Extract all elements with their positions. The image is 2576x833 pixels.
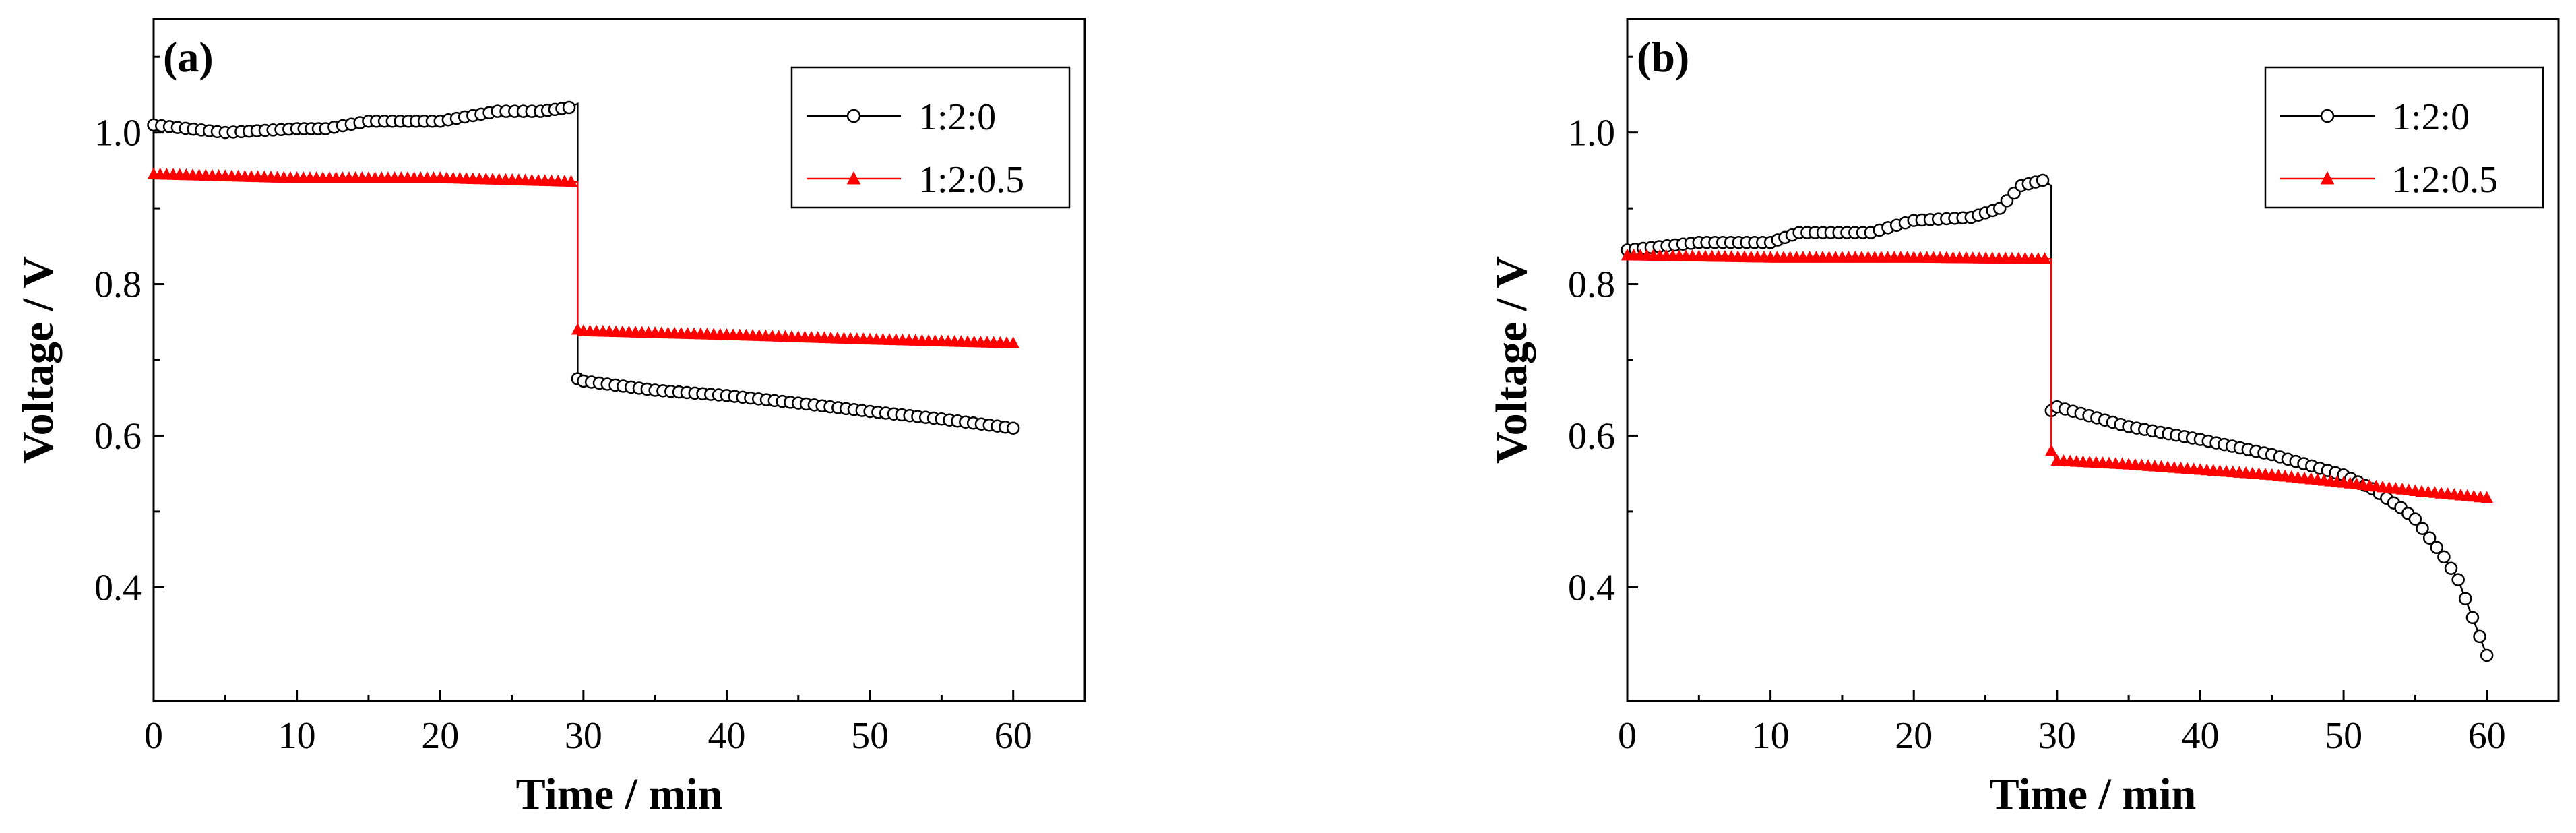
legend-frame [2264,66,2544,209]
legend-label: 1:2:0 [918,96,996,138]
data-point [2036,173,2050,187]
data-point [1007,336,1020,348]
series-line [1627,179,2488,656]
x-tick-label: 40 [2181,715,2219,757]
data-point [2459,592,2472,605]
data-point [2465,611,2480,625]
y-tick-label: 0.4 [94,567,142,609]
panel-label: (a) [163,33,214,81]
legend: 1:2:0 1:2:0.5 [790,66,1071,209]
legend-marker [846,171,861,185]
legend: 1:2:0 1:2:0.5 [2264,66,2544,209]
y-axis-label: Voltage / V [13,256,63,464]
y-tick-label: 1.0 [94,113,142,154]
data-point [2408,512,2422,526]
data-point [2480,491,2494,503]
data-point [2422,531,2437,545]
legend-label: 1:2:0.5 [918,159,1024,201]
data-point [1006,421,1020,435]
x-tick-label: 0 [1618,715,1637,757]
y-tick-label: 0.4 [1568,567,1615,609]
x-tick-label: 20 [1895,715,1933,757]
x-axis-label: Time / min [516,770,723,819]
legend-frame [790,66,1071,209]
data-point [2038,252,2051,264]
data-point [2473,629,2486,644]
data-point [2451,573,2465,586]
legend-label: 1:2:0.5 [2392,159,2498,201]
legend-marker [2320,109,2335,123]
chart-panel-b: 0 10 20 30 40 50 60 0.4 0.6 0.8 1.0 Time / min Volta… [1487,18,2560,819]
legend-marker [846,109,861,123]
y-tick-label: 0.8 [1568,264,1615,306]
x-tick-label: 60 [2468,715,2506,757]
x-axis-label: Time / min [1990,770,2197,819]
panel-label: (b) [1637,33,1689,81]
data-point [2416,522,2429,535]
series-1 [147,167,1020,348]
x-tick-label: 0 [144,715,163,757]
legend-marker [2320,171,2335,185]
y-tick-label: 0.8 [94,264,142,306]
y-tick-label: 0.6 [94,415,142,457]
series-1 [1621,248,2494,503]
data-point [2045,443,2058,456]
x-tick-label: 50 [851,715,889,757]
data-point [2444,561,2458,575]
x-tick-label: 20 [421,715,459,757]
x-tick-label: 10 [278,715,316,757]
y-tick-label: 0.6 [1568,415,1615,457]
x-tick-label: 30 [2038,715,2076,757]
data-point [2480,648,2494,662]
x-tick-label: 50 [2325,715,2362,757]
y-tick-label: 1.0 [1568,113,1615,154]
x-tick-label: 60 [995,715,1032,757]
data-point [562,100,576,115]
series-0 [1621,173,2494,662]
y-axis-label: Voltage / V [1487,256,1536,464]
x-tick-label: 40 [708,715,745,757]
legend-label: 1:2:0 [2392,96,2470,138]
chart-panel-a: 0 10 20 30 40 50 60 0.4 0.6 0.8 1.0 Time / min Volta… [13,18,1086,819]
series-0 [147,100,1020,435]
data-point [565,175,577,187]
x-tick-label: 30 [565,715,602,757]
x-tick-label: 10 [1752,715,1790,757]
data-point [2430,541,2444,555]
data-point [2437,550,2451,564]
